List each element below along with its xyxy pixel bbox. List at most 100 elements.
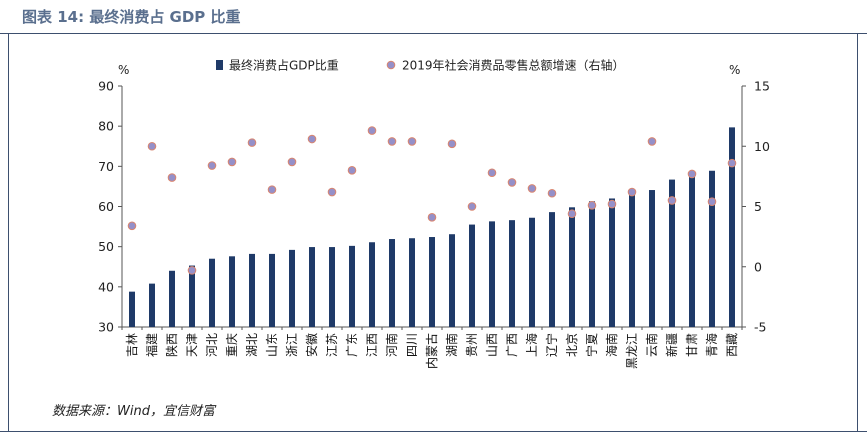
x-tick-label: 河南 (384, 333, 399, 357)
bar (449, 234, 455, 327)
right-tick-label: 10 (754, 139, 770, 154)
bar (149, 283, 155, 327)
dot (447, 139, 457, 149)
dot (507, 178, 517, 187)
x-tick-label: 安徽 (304, 333, 319, 357)
left-tick-label: 60 (98, 199, 114, 214)
bar (729, 127, 735, 327)
dot (687, 169, 697, 179)
x-tick-label: 广西 (505, 333, 519, 357)
dot (307, 134, 317, 144)
x-tick-label: 山东 (265, 333, 279, 357)
title-divider (0, 33, 867, 34)
dot (367, 126, 377, 135)
bar (489, 221, 495, 327)
legend-bar-label: 最终消费占GDP比重 (229, 58, 339, 73)
bar (409, 238, 415, 327)
bar (549, 212, 555, 327)
x-tick-label: 湖北 (244, 333, 259, 357)
bar (629, 194, 635, 327)
x-tick-label: 浙江 (285, 333, 299, 357)
right-axis-unit: % (729, 63, 740, 77)
right-tick-label: 15 (754, 79, 770, 94)
dot (607, 199, 617, 209)
x-tick-label: 江苏 (325, 333, 339, 357)
dot (327, 187, 337, 197)
bar (509, 220, 515, 327)
dot (387, 137, 397, 146)
bar (269, 253, 275, 327)
x-tick-labels: 吉林 福建 陕西 天津 河北 重庆 湖北 山东 浙江 安徽 江苏 广东 江西 河南 四川 内蒙古 湖南 贵州 山西广… (125, 333, 739, 369)
dot (587, 200, 597, 210)
x-tick-label: 内蒙古 (424, 333, 439, 369)
bar (669, 179, 675, 327)
bar (609, 198, 615, 327)
source-note: 数据来源：Wind，宜信财富 (52, 404, 215, 419)
dot (427, 213, 437, 222)
bar (189, 265, 195, 327)
bar (209, 258, 215, 327)
dot (267, 185, 277, 194)
right-tick-label: 5 (754, 199, 762, 214)
dot-series (127, 126, 737, 275)
x-tick-label: 甘肃 (685, 333, 699, 357)
dot (147, 141, 157, 151)
dot (627, 187, 637, 197)
dot (647, 137, 657, 146)
legend-dot-label: 2019年社会消费品零售总额增速（右轴） (402, 58, 625, 73)
dot (207, 161, 217, 170)
dot (467, 202, 477, 211)
left-tick-label: 30 (98, 320, 114, 335)
bar (709, 170, 715, 327)
footer-divider (0, 431, 867, 432)
bar (469, 224, 475, 327)
dot (187, 266, 197, 275)
dot (287, 157, 297, 167)
x-tick-label: 青海 (704, 333, 719, 357)
dot (247, 138, 257, 147)
x-tick-label: 广东 (345, 333, 359, 357)
bar (389, 239, 395, 327)
x-tick-label: 四川 (405, 333, 419, 357)
x-tick-label: 辽宁 (544, 333, 559, 357)
dot (127, 221, 137, 231)
bar (649, 190, 655, 327)
right-tick-label: 0 (754, 259, 762, 274)
x-tick-label: 上海 (524, 333, 539, 357)
x-tick-label: 海南 (604, 333, 619, 357)
figure-title: 图表 14: 最终消费占 GDP 比重 (22, 8, 241, 26)
left-tick-label: 80 (98, 119, 114, 134)
x-tick-label: 河北 (205, 333, 219, 357)
dot (487, 168, 497, 178)
x-tick-label: 江西 (365, 333, 379, 357)
bar (249, 253, 255, 327)
dot (547, 188, 557, 198)
left-tick-label: 70 (98, 159, 114, 174)
bar (689, 171, 695, 327)
x-tick-label: 天津 (185, 333, 199, 357)
x-tick-label: 山西 (485, 333, 499, 357)
dot (407, 137, 417, 146)
bar (349, 245, 355, 327)
x-tick-label: 吉林 (125, 333, 139, 357)
left-tick-label: 40 (98, 279, 114, 294)
dot (727, 158, 737, 168)
x-tick-label: 西藏 (725, 333, 739, 357)
dot (667, 196, 677, 205)
left-tick-label: 50 (98, 239, 114, 254)
bar (289, 249, 295, 327)
left-axis-unit: % (118, 63, 129, 77)
right-tick-label: -5 (754, 320, 766, 335)
x-tick-label: 重庆 (225, 333, 239, 357)
dot (567, 209, 577, 219)
dot (167, 173, 177, 182)
dot (527, 184, 537, 193)
x-tick-label: 宁夏 (584, 333, 599, 357)
bar (229, 256, 235, 327)
bar-series (129, 127, 735, 327)
bar (369, 242, 375, 327)
x-tick-label: 北京 (565, 333, 579, 357)
bar (569, 207, 575, 327)
